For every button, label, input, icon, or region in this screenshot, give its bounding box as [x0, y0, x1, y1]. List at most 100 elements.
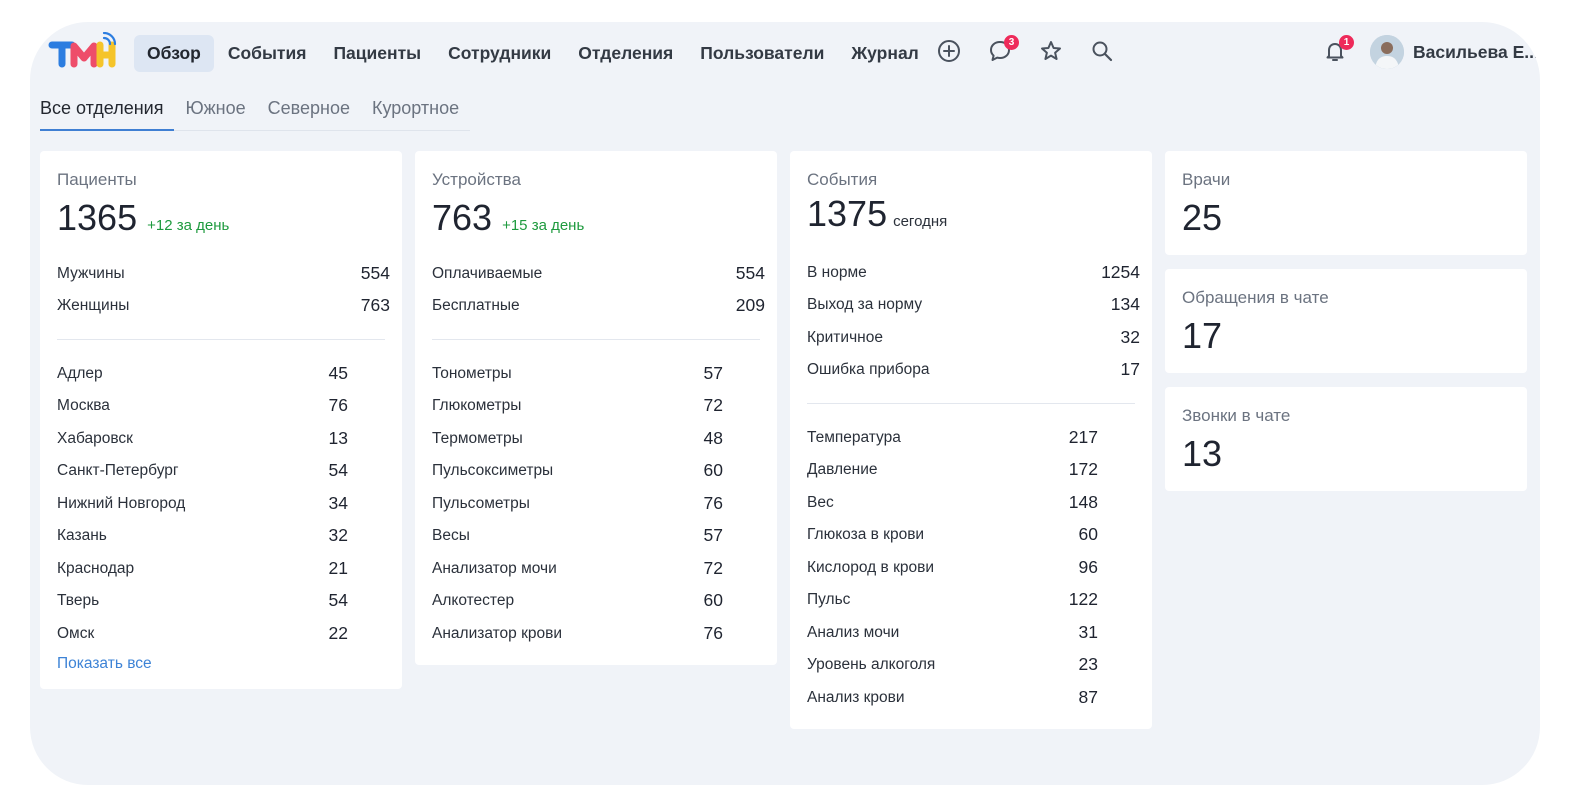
list-item: Пульс: [807, 591, 851, 608]
department-tabs: Все отделения Южное Северное Курортное: [40, 98, 471, 131]
app-frame: Обзор События Пациенты Сотрудники Отделе…: [30, 22, 1540, 785]
list-item: Пульсоксиметры: [432, 462, 554, 479]
list-value: 34: [328, 493, 348, 513]
stat-label: Женщины: [57, 297, 130, 314]
stat-value: 209: [735, 295, 765, 315]
list-value: 13: [328, 428, 348, 448]
stat-label: Выход за норму: [807, 296, 923, 313]
list-value: 76: [328, 395, 348, 415]
stat-label: В норме: [807, 264, 867, 281]
nav-staff[interactable]: Сотрудники: [448, 43, 552, 63]
favorites-button[interactable]: [1038, 38, 1064, 64]
card-label: Пациенты: [57, 170, 137, 189]
list-item: Кислород в крови: [807, 559, 934, 576]
chat-calls-card: Звонки в чате 13: [1165, 387, 1527, 491]
card-label: События: [807, 170, 878, 189]
nav-overview[interactable]: Обзор: [134, 35, 214, 72]
nav-departments[interactable]: Отделения: [578, 43, 674, 63]
list-value: 72: [703, 558, 723, 578]
list-value: 22: [328, 623, 348, 643]
stat-label: Мужчины: [57, 265, 125, 282]
events-total: 1375 сегодня: [807, 193, 947, 235]
notifications-button[interactable]: 1: [1322, 35, 1354, 64]
events-card: События 1375 сегодня В норме 1254 Выход …: [790, 151, 1152, 729]
stat-big-value: 25: [1182, 197, 1223, 238]
list-item: Глюкометры: [432, 397, 522, 414]
tab-north[interactable]: Северное: [267, 98, 350, 118]
card-label: Устройства: [432, 170, 521, 189]
stat-value: 32: [1120, 327, 1140, 347]
list-item: Уровень алкоголя: [807, 656, 936, 673]
tab-all-departments[interactable]: Все отделения: [40, 98, 175, 131]
avatar[interactable]: [1370, 35, 1404, 69]
list-item: Краснодар: [57, 560, 135, 577]
list-value: 57: [703, 525, 723, 545]
stat-label: Бесплатные: [432, 297, 520, 314]
devices-total: 763 +15 за день: [432, 197, 584, 239]
list-value: 21: [328, 558, 348, 578]
nav-journal[interactable]: Журнал: [851, 43, 919, 63]
tab-resort[interactable]: Курортное: [372, 98, 460, 118]
user-name[interactable]: Васильева Е...: [1413, 42, 1539, 62]
list-value: 122: [1068, 589, 1098, 609]
list-item: Вес: [807, 494, 834, 511]
list-item: Анализ мочи: [807, 624, 900, 641]
list-value: 96: [1078, 557, 1098, 577]
star-icon: [1041, 41, 1061, 60]
list-item: Санкт-Петербург: [57, 462, 179, 479]
list-value: 57: [703, 363, 723, 383]
bell-icon: [1326, 43, 1344, 61]
list-item: Пульсометры: [432, 495, 530, 512]
list-value: 54: [328, 590, 348, 610]
stat-label: Ошибка прибора: [807, 361, 930, 378]
list-value: 45: [328, 363, 348, 383]
list-item: Анализатор мочи: [432, 560, 557, 577]
list-item: Тонометры: [432, 365, 512, 382]
nav-events[interactable]: События: [227, 43, 307, 63]
list-item: Давление: [807, 461, 878, 478]
stat-big-value: 17: [1182, 315, 1223, 356]
list-item: Анализатор крови: [432, 625, 562, 642]
tmh-logo[interactable]: [48, 32, 118, 72]
nav-patients[interactable]: Пациенты: [333, 43, 422, 63]
nav-users[interactable]: Пользователи: [700, 43, 825, 63]
list-value: 76: [703, 623, 723, 643]
list-value: 54: [328, 460, 348, 480]
list-value: 60: [1078, 524, 1098, 544]
list-value: 217: [1068, 427, 1098, 447]
total-value: 763: [432, 197, 493, 238]
list-item: Термометры: [432, 430, 523, 447]
card-label: Звонки в чате: [1182, 406, 1291, 425]
search-button[interactable]: [1089, 38, 1115, 64]
list-item: Температура: [807, 429, 901, 446]
list-item: Анализ крови: [807, 689, 905, 706]
stat-value: 763: [360, 295, 390, 315]
list-item: Москва: [57, 397, 110, 414]
list-value: 31: [1078, 622, 1098, 642]
list-item: Алкотестер: [432, 592, 515, 609]
daily-delta: +15 за день: [502, 217, 585, 234]
stat-label: Оплачиваемые: [432, 265, 543, 282]
add-button[interactable]: [936, 38, 962, 64]
doctors-card: Врачи 25: [1165, 151, 1527, 255]
stat-label: Критичное: [807, 329, 883, 346]
tab-south[interactable]: Южное: [185, 98, 246, 118]
stat-big-value: 13: [1182, 433, 1223, 474]
card-label: Обращения в чате: [1182, 288, 1329, 307]
list-value: 76: [703, 493, 723, 513]
stat-value: 17: [1120, 359, 1140, 379]
list-value: 23: [1078, 654, 1098, 674]
list-value: 87: [1078, 687, 1098, 707]
total-value: 1375: [807, 193, 888, 234]
chat-button[interactable]: 3: [987, 35, 1019, 64]
stat-value: 554: [360, 263, 390, 283]
list-item: Адлер: [57, 365, 103, 382]
card-label: Врачи: [1182, 170, 1231, 189]
list-item: Омск: [57, 625, 95, 642]
list-value: 172: [1068, 459, 1098, 479]
show-all-link[interactable]: Показать все: [57, 655, 152, 672]
notifications-badge: 1: [1339, 35, 1354, 50]
list-value: 60: [703, 590, 723, 610]
list-item: Хабаровск: [57, 430, 133, 447]
list-item: Тверь: [57, 592, 100, 609]
